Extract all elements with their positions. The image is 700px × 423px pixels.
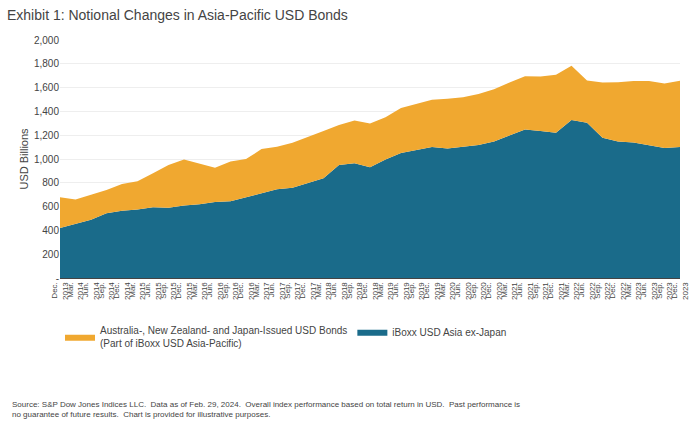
svg-text:Sep.2022: Sep.2022 (593, 282, 612, 300)
svg-text:Sep.2017: Sep.2017 (283, 282, 302, 300)
svg-text:USD Billions: USD Billions (18, 128, 30, 190)
svg-text:Sep.2021: Sep.2021 (531, 282, 550, 300)
svg-text:Mar.2023: Mar.2023 (624, 282, 643, 300)
svg-text:1,600: 1,600 (34, 82, 59, 93)
svg-text:Jun.2022: Jun.2022 (577, 282, 596, 300)
svg-text:Dec.2018: Dec.2018 (360, 282, 379, 300)
svg-text:-: - (56, 273, 59, 284)
svg-text:Sep.2015: Sep.2015 (159, 282, 178, 300)
svg-text:600: 600 (42, 201, 59, 212)
svg-text:1,400: 1,400 (34, 106, 59, 117)
svg-text:Mar.2022: Mar.2022 (562, 282, 581, 300)
svg-text:Mar.2021: Mar.2021 (500, 282, 519, 300)
svg-text:Jun.2017: Jun.2017 (267, 282, 286, 300)
svg-text:Mar.2014: Mar.2014 (66, 282, 85, 300)
svg-text:2,000: 2,000 (34, 35, 59, 46)
svg-text:Dec.2022: Dec.2022 (608, 282, 627, 300)
svg-text:Dec.2021: Dec.2021 (546, 282, 565, 300)
svg-text:Dec.2019: Dec.2019 (422, 282, 441, 300)
svg-text:200: 200 (42, 249, 59, 260)
svg-text:Jun.2016: Jun.2016 (205, 282, 224, 300)
svg-text:1,200: 1,200 (34, 130, 59, 141)
svg-text:Exhibit 1: Notional Changes in: Exhibit 1: Notional Changes in Asia-Paci… (7, 7, 348, 23)
svg-text:Mar.2016: Mar.2016 (190, 282, 209, 300)
svg-text:Jun.2020: Jun.2020 (453, 282, 472, 300)
svg-text:Sep.2023: Sep.2023 (655, 282, 674, 300)
svg-text:Sep.2018: Sep.2018 (345, 282, 364, 300)
svg-text:Sep.2019: Sep.2019 (407, 282, 426, 300)
svg-text:Jun.2021: Jun.2021 (515, 282, 534, 300)
svg-text:Dec.2023: Dec.2023 (670, 282, 689, 300)
svg-text:1,000: 1,000 (34, 154, 59, 165)
svg-text:Dec.2016: Dec.2016 (236, 282, 255, 300)
svg-text:Source: S&P Dow Jones Indices: Source: S&P Dow Jones Indices LLC. Data … (12, 400, 520, 419)
svg-text:Dec.2015: Dec.2015 (174, 282, 193, 300)
svg-text:Mar.2017: Mar.2017 (252, 282, 271, 300)
svg-text:Mar.2018: Mar.2018 (314, 282, 333, 300)
svg-text:800: 800 (42, 177, 59, 188)
svg-text:1,800: 1,800 (34, 58, 59, 69)
svg-text:Dec.2020: Dec.2020 (484, 282, 503, 300)
svg-text:Jun.2015: Jun.2015 (143, 282, 162, 300)
svg-text:Jun.2019: Jun.2019 (391, 282, 410, 300)
svg-text:Mar.2020: Mar.2020 (438, 282, 457, 300)
svg-text:Jun.2023: Jun.2023 (639, 282, 658, 300)
svg-text:Sep.2020: Sep.2020 (469, 282, 488, 300)
svg-text:Sep.2014: Sep.2014 (97, 282, 116, 300)
svg-text:Dec.2017: Dec.2017 (298, 282, 317, 300)
svg-text:Jun.2018: Jun.2018 (329, 282, 348, 300)
svg-text:Australia-, New Zealand- and J: Australia-, New Zealand- and Japan-Issue… (100, 325, 347, 349)
svg-text:Mar.2015: Mar.2015 (128, 282, 147, 300)
svg-text:Dec.2014: Dec.2014 (112, 282, 131, 300)
svg-text:iBoxx USD Asia ex-Japan: iBoxx USD Asia ex-Japan (392, 327, 506, 338)
svg-text:Jun.2014: Jun.2014 (81, 282, 100, 300)
svg-text:Dec.2013: Dec.2013 (50, 282, 69, 300)
svg-text:Sep.2016: Sep.2016 (221, 282, 240, 300)
svg-text:Mar.2019: Mar.2019 (376, 282, 395, 300)
svg-text:400: 400 (42, 225, 59, 236)
